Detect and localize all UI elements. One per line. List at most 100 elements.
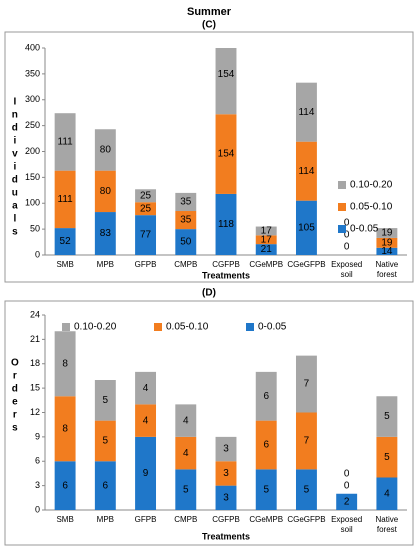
y-tick-label: 200 [25,146,40,156]
bar-segment [376,477,398,510]
data-label: 52 [60,236,72,247]
bar-segment [255,420,277,470]
data-label: 0 [344,218,350,229]
legend-swatch [246,323,254,331]
bar-segment [135,202,157,216]
bar-segment [215,436,237,462]
x-tick-label: SMB [56,515,73,524]
data-label: 4 [183,448,189,459]
bar-segment [376,436,398,478]
data-label: 114 [298,166,314,177]
bar-segment [94,420,116,462]
data-label: 105 [298,222,315,233]
bar-segment [175,192,197,212]
legend-swatch [338,225,346,233]
bar-segment [295,355,317,413]
y-tick-label: 9 [35,431,40,441]
x-tick-label: GFPB [135,260,157,269]
data-label: 4 [384,488,390,499]
bar-segment [215,48,237,115]
data-label: 6 [103,480,109,491]
bar-segment [295,141,317,201]
legend-label: 0-0.05 [258,322,287,333]
data-label: 19 [381,237,393,248]
frame [4,300,414,546]
y-tick-label: 100 [25,198,40,208]
data-label: 35 [180,215,192,226]
y-tick-label: 350 [25,68,40,78]
legend-label: 0-0.05 [350,224,379,235]
y-tick-label: 12 [30,407,40,417]
bar-segment [54,461,76,510]
bar-segment [295,469,317,510]
subtitle: (C) [202,20,216,31]
data-label: 6 [263,391,269,402]
bars [54,48,398,255]
bar-segment [376,237,398,248]
data-label: 4 [143,383,149,394]
y-tick-label: 0 [35,504,40,514]
bar-segment [135,215,157,255]
x-tick-label: MPB [97,260,114,269]
data-label: 7 [304,379,310,390]
legend-label: 0.10-0.20 [350,180,393,191]
bar-segment [135,436,157,510]
x-tick-label: CGFPB [212,260,240,269]
bar-segment [135,371,157,405]
data-label: 5 [183,484,189,495]
data-label: 80 [100,145,112,156]
data-label: 154 [218,149,235,160]
data-label: 83 [100,228,112,239]
data-label: 50 [180,237,192,248]
x-tick-label: MPB [97,515,114,524]
data-label: 80 [100,186,112,197]
x-tick-label: Exposed soil [331,260,362,279]
x-axis-label: Treatments [202,270,250,280]
bar-segment [215,114,237,194]
x-axis-label: Treatments [202,531,250,541]
data-label: 3 [223,444,229,455]
bar-segment [54,170,76,229]
data-label: 17 [261,226,273,237]
bar-segment [255,371,277,421]
bar-segment [54,113,76,171]
y-tick-label: 3 [35,480,40,490]
bars [54,331,398,510]
data-label: 25 [140,190,152,201]
y-tick-label: 150 [25,172,40,182]
x-tick-label: CMPB [174,260,197,269]
data-label: 21 [261,244,273,255]
bar-segment [135,404,157,437]
data-label: 154 [218,69,235,80]
data-label: 111 [58,194,74,205]
data-label: 7 [304,436,310,447]
bar-segment [376,247,398,255]
y-axis-label: Orders [9,358,20,436]
y-tick-label: 300 [25,94,40,104]
bar-segment [175,229,197,255]
data-label: 4 [143,415,149,426]
data-label: 5 [103,395,109,406]
data-label: 5 [263,484,269,495]
y-tick-label: 50 [30,224,40,234]
chart-title: Summer [187,6,232,18]
x-tick-label: Exposed soil [331,515,362,534]
data-label: 118 [218,219,234,230]
bar-segment [215,485,237,510]
bar-segment [255,469,277,510]
bar-segment [255,235,277,245]
y-tick-label: 21 [30,334,40,344]
y-tick-label: 15 [30,383,40,393]
data-label: 6 [263,440,269,451]
x-tick-label: SMB [56,260,73,269]
data-label: 2 [344,497,350,508]
bar-segment [376,228,398,238]
data-label: 5 [304,484,310,495]
data-label: 19 [381,228,393,239]
bar-segment [336,493,358,510]
legend-swatch [154,323,162,331]
data-label: 8 [62,423,68,434]
x-tick-label: CGeGFPB [287,515,325,524]
frame [4,31,414,283]
